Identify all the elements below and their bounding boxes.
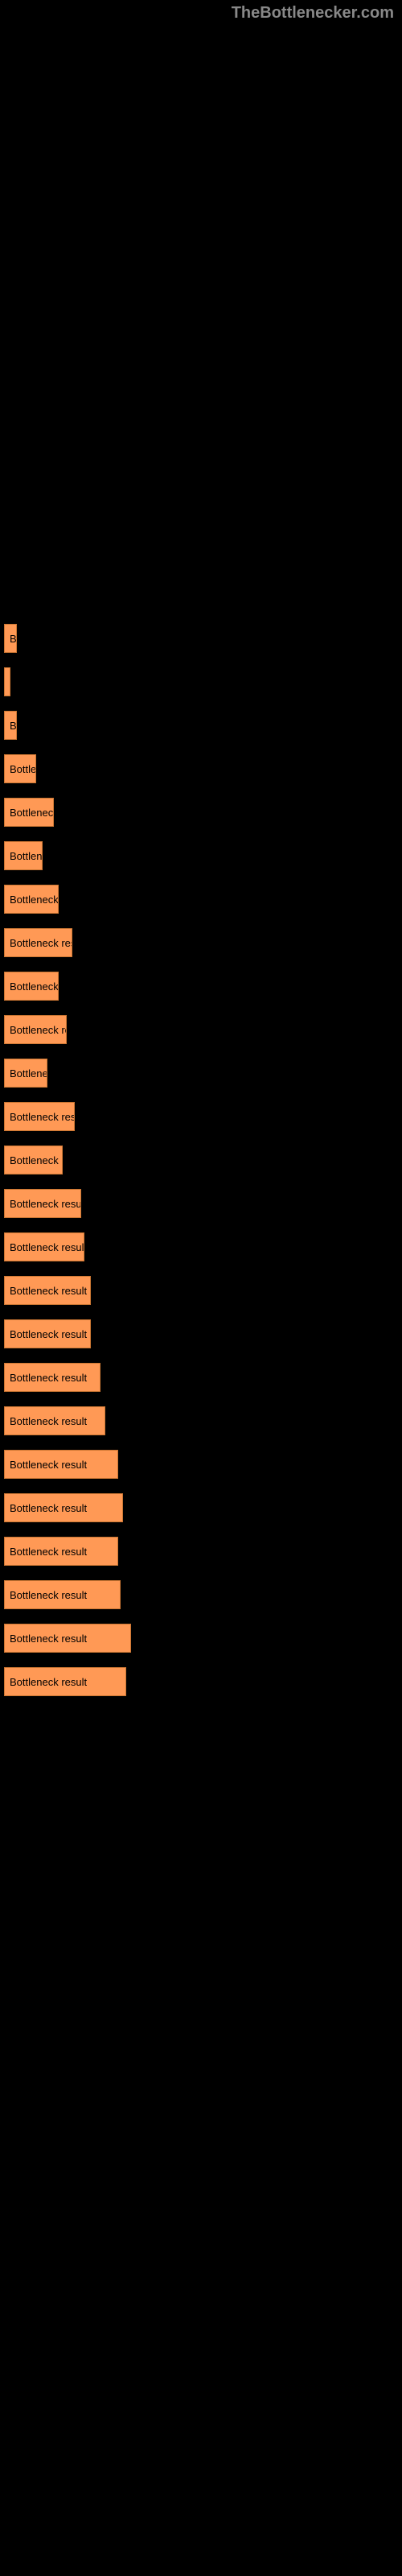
bar-text: Bottleneck result: [10, 1676, 87, 1688]
bar-text: Bottleneck result: [10, 1111, 75, 1123]
bar-row: Bottleneck result: [4, 1319, 402, 1348]
bar-text: Bottleneck result: [10, 1241, 84, 1253]
bar-row: Bottleneck result: [4, 1624, 402, 1653]
bar: Bottleneck r: [4, 885, 59, 914]
bar: Bottleneck resu: [4, 928, 72, 957]
bar: Bottleneck: [4, 798, 54, 827]
bar: Bottleneck result: [4, 1580, 121, 1609]
bar-row: Bottleneck result: [4, 1363, 402, 1392]
bar-row: Bottleneck result: [4, 1537, 402, 1566]
bar-row: Bottleneck r: [4, 972, 402, 1001]
bar: Bottlen: [4, 841, 43, 870]
bar-text: Bottleneck res: [10, 1024, 67, 1036]
bar-text: Bottleneck r: [10, 894, 59, 906]
bar-text: Bottleneck result: [10, 1633, 87, 1645]
bar-text: Bottle: [10, 763, 36, 775]
bar-row: Bottleneck result: [4, 1493, 402, 1522]
bar-text: Bottleneck result: [10, 1589, 87, 1601]
bar-text: Bottlen: [10, 850, 42, 862]
bar-text: Bottleneck resu: [10, 937, 72, 949]
bar: Bottleneck result: [4, 1406, 105, 1435]
bar: [4, 667, 10, 696]
bar-text: Bottleneck result: [10, 1459, 87, 1471]
bar-row: Bottleneck resu: [4, 928, 402, 957]
bar-text: Bottleneck: [10, 1067, 47, 1080]
bar-row: B: [4, 624, 402, 653]
bar: B: [4, 624, 17, 653]
bar-row: Bottleneck result: [4, 1102, 402, 1131]
bar-row: Bottleneck r: [4, 885, 402, 914]
bar-row: Bottleneck result: [4, 1232, 402, 1261]
bar-text: Bottleneck result: [10, 1285, 87, 1297]
bar: B: [4, 711, 17, 740]
bar: Bottleneck: [4, 1059, 47, 1088]
bar-text: Bottleneck result: [10, 1198, 81, 1210]
bar: Bottleneck result: [4, 1276, 91, 1305]
bar-row: Bottleneck result: [4, 1276, 402, 1305]
bar-text: B: [10, 720, 17, 732]
bar: Bottleneck result: [4, 1537, 118, 1566]
bar-text: B: [10, 633, 17, 645]
bar: Bottleneck r: [4, 972, 59, 1001]
bar-row: Bottle: [4, 754, 402, 783]
bar-text: Bottleneck result: [10, 1546, 87, 1558]
bar-text: Bottleneck: [10, 807, 54, 819]
bar: Bottleneck res: [4, 1015, 67, 1044]
bar-text: Bottleneck result: [10, 1328, 87, 1340]
bar-text: Bottleneck r: [10, 980, 59, 993]
chart-container: B B Bottle Bottleneck Bottlen Bottleneck r Bot…: [0, 0, 402, 1696]
bar-text: Bottleneck result: [10, 1502, 87, 1514]
bar: Bottleneck result: [4, 1493, 123, 1522]
bar: Bottleneck result: [4, 1450, 118, 1479]
bar-row: Bottleneck result: [4, 1580, 402, 1609]
bar-row: Bottleneck result: [4, 1667, 402, 1696]
bar: Bottleneck result: [4, 1102, 75, 1131]
bar: Bottleneck result: [4, 1624, 131, 1653]
bar: Bottleneck result: [4, 1319, 91, 1348]
bar: Bottleneck result: [4, 1363, 100, 1392]
bar-text: Bottleneck re: [10, 1154, 63, 1166]
bar-row: Bottleneck: [4, 798, 402, 827]
bar: Bottle: [4, 754, 36, 783]
bar-text: Bottleneck result: [10, 1372, 87, 1384]
bars-container: B B Bottle Bottleneck Bottlen Bottleneck r Bot…: [4, 624, 402, 1696]
bar: Bottleneck result: [4, 1667, 126, 1696]
bar-row: Bottleneck re: [4, 1146, 402, 1174]
bar: Bottleneck re: [4, 1146, 63, 1174]
bar: Bottleneck result: [4, 1189, 81, 1218]
bar-row: Bottleneck res: [4, 1015, 402, 1044]
bar-row: Bottlen: [4, 841, 402, 870]
bar-row: [4, 667, 402, 696]
bar-row: B: [4, 711, 402, 740]
bar-row: Bottleneck result: [4, 1450, 402, 1479]
bar-row: Bottleneck result: [4, 1406, 402, 1435]
bar-row: Bottleneck: [4, 1059, 402, 1088]
bar-text: Bottleneck result: [10, 1415, 87, 1427]
bar-row: Bottleneck result: [4, 1189, 402, 1218]
bar: Bottleneck result: [4, 1232, 84, 1261]
